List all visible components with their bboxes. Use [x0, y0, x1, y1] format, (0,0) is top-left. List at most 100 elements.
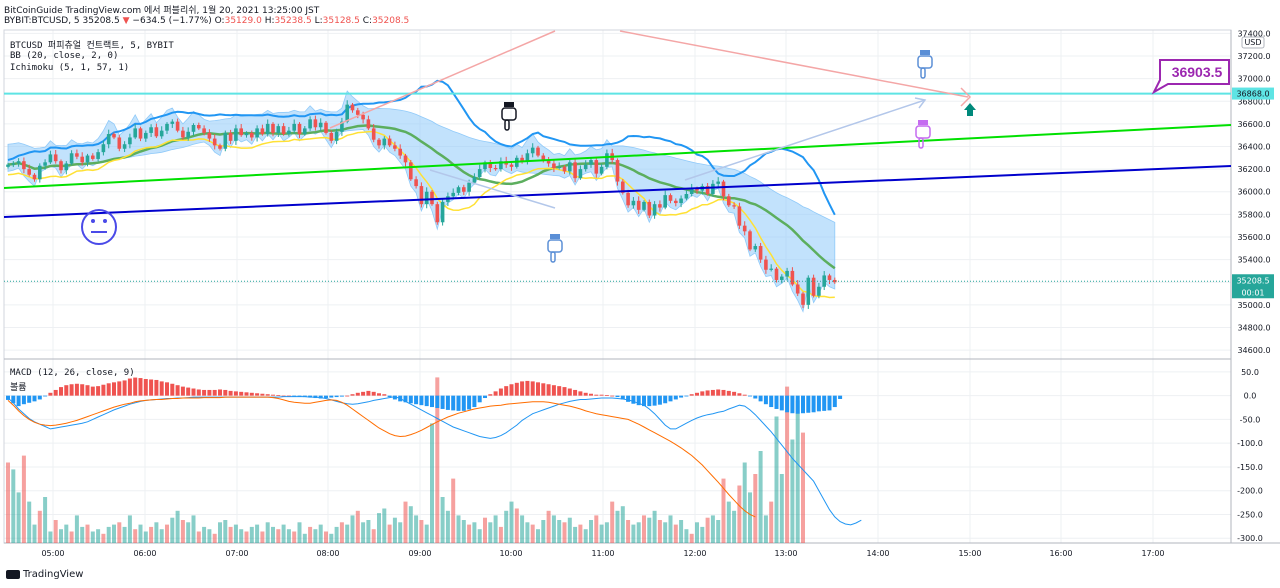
macd-histogram-bar: [419, 395, 424, 406]
macd-histogram-bar: [774, 395, 779, 409]
volume-bar: [265, 522, 270, 543]
legend-bb[interactable]: BB (20, close, 2, 0): [10, 51, 119, 61]
candle-body: [207, 132, 212, 139]
macd-pane[interactable]: [6, 377, 862, 543]
x-tick-label: 06:00: [133, 549, 156, 558]
macd-histogram-bar: [387, 395, 392, 398]
candle-body: [228, 132, 233, 141]
macd-histogram-bar: [832, 395, 837, 408]
candle-body: [764, 259, 768, 270]
macd-histogram-bar: [806, 395, 811, 413]
candle-body: [382, 138, 387, 146]
macd-tick-label: 0.0: [1244, 392, 1257, 401]
candle-body: [128, 137, 132, 145]
volume-bar: [297, 522, 302, 543]
volume-bar: [673, 524, 678, 543]
macd-histogram-bar: [657, 395, 662, 405]
last-price-badge: [1232, 274, 1274, 299]
legend-ichimoku[interactable]: Ichimoku (5, 1, 57, 1): [10, 63, 130, 73]
macd-histogram-bar: [467, 395, 472, 410]
volume-bar: [228, 526, 233, 543]
candle-body: [197, 125, 201, 129]
macd-histogram-bar: [758, 395, 763, 402]
legend-macd[interactable]: MACD (12, 26, close, 9): [10, 368, 135, 378]
macd-histogram-bar: [445, 395, 450, 410]
candle-body: [292, 123, 296, 131]
volume-bar: [620, 506, 625, 543]
macd-histogram-bar: [536, 382, 540, 396]
price-pane[interactable]: [4, 79, 1231, 313]
candle-body: [679, 198, 683, 204]
countdown-text: 00:01: [1241, 288, 1264, 297]
macd-histogram-bar: [456, 395, 461, 411]
volume-bar: [180, 520, 185, 543]
candle-body: [674, 200, 678, 204]
macd-histogram-bar: [737, 393, 742, 396]
volume-bar: [191, 515, 196, 543]
volume-bar: [472, 522, 477, 543]
macd-histogram-bar: [546, 384, 551, 396]
volume-bar: [43, 497, 48, 543]
legend-title[interactable]: BTCUSD 퍼피츄얼 컨트랙트, 5, BYBIT: [10, 41, 174, 51]
volume-bar: [313, 529, 318, 543]
candle-body: [568, 162, 572, 172]
tradingview-logo[interactable]: TradingView: [6, 569, 83, 580]
volume-bar: [286, 529, 291, 543]
candle-body: [780, 276, 784, 280]
up-arrow-icon: [964, 103, 976, 116]
macd-histogram-bar: [48, 392, 53, 396]
candle-body: [165, 123, 169, 131]
macd-histogram-bar: [530, 381, 535, 396]
candle-body: [303, 128, 307, 135]
candle-body: [737, 206, 742, 226]
candle-body: [96, 152, 100, 159]
volume-bar: [445, 510, 450, 543]
open-label: O:: [214, 16, 225, 26]
macd-histogram-bar: [578, 391, 583, 396]
candle-body: [493, 167, 498, 170]
macd-histogram-bar: [324, 395, 328, 399]
candle-body: [186, 131, 190, 138]
volume-bar: [207, 529, 212, 543]
volume-bar: [461, 520, 466, 543]
candle-body: [520, 157, 524, 162]
candle-body: [811, 277, 816, 296]
macd-histogram-bar: [615, 395, 620, 398]
price-tick-label: 37000.0: [1237, 75, 1270, 84]
volume-bar: [276, 529, 281, 543]
volume-bar: [80, 526, 85, 543]
volume-bar: [324, 531, 328, 543]
hand-cuff: [504, 102, 514, 107]
projection-arrow-dip: [429, 169, 556, 209]
macd-histogram-bar: [589, 393, 593, 396]
macd-histogram-bar: [769, 395, 774, 408]
signal-line: [7, 396, 756, 518]
pointing-hand-icon: [547, 234, 563, 263]
volume-bar: [695, 522, 699, 543]
volume-bar: [710, 515, 715, 543]
volume-bar: [763, 515, 768, 543]
volume-bar: [679, 520, 684, 543]
volume-bar: [37, 510, 42, 543]
legend-volume[interactable]: 볼륨: [10, 383, 27, 393]
volume-bar: [493, 515, 498, 543]
currency-box: [1241, 36, 1265, 49]
volume-bar: [737, 485, 742, 543]
macd-histogram-bar: [573, 389, 578, 396]
candle-body: [212, 138, 217, 146]
candle-body: [340, 121, 344, 132]
pane-borders: [3, 29, 1280, 544]
candle-body: [366, 119, 371, 129]
candle-body: [159, 130, 164, 137]
macd-histogram-bar: [249, 392, 254, 396]
volume-bar: [223, 520, 228, 543]
candle-body: [636, 200, 641, 210]
macd-histogram-bar: [276, 395, 281, 396]
high-value: 35238.5: [274, 16, 312, 26]
macd-tick-label: -100.0: [1237, 439, 1263, 448]
macd-histogram-bar: [85, 385, 90, 396]
candle-body: [817, 286, 821, 296]
macd-histogram-bar: [435, 395, 440, 409]
macd-histogram-bar: [748, 395, 752, 397]
